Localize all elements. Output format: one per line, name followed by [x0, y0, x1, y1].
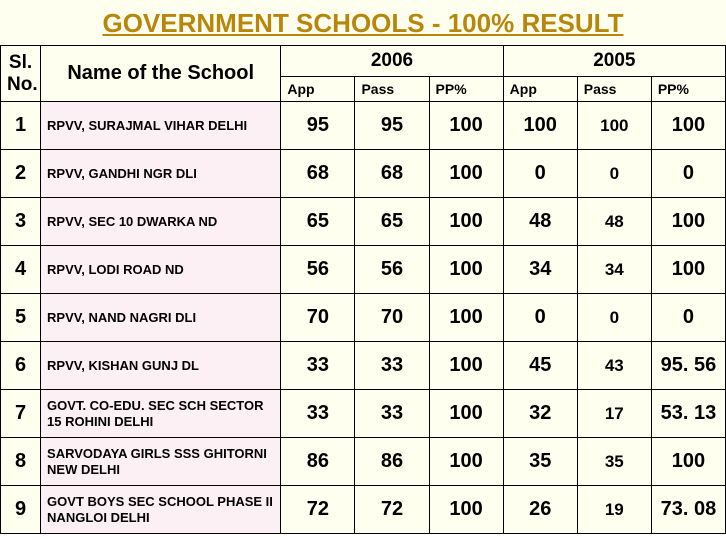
results-table: Sl. No. Name of the School 2006 2005 App… [0, 45, 726, 534]
data-cell: 100 [429, 438, 503, 486]
data-cell: 0 [577, 294, 651, 342]
col-header-name: Name of the School [41, 46, 281, 102]
table-row: 4RPVV, LODI ROAD ND56561003434100 [1, 246, 726, 294]
data-cell: 53. 13 [651, 390, 725, 438]
table-row: 6RPVV, KISHAN GUNJ DL3333100454395. 56 [1, 342, 726, 390]
table-row: 5RPVV, NAND NAGRI DLI7070100000 [1, 294, 726, 342]
data-cell: 100 [429, 198, 503, 246]
table-row: 9GOVT BOYS SEC SCHOOL PHASE II NANGLOI D… [1, 486, 726, 534]
subheader-pass-2006: Pass [355, 77, 429, 102]
data-cell: 70 [281, 294, 355, 342]
data-cell: 100 [429, 342, 503, 390]
data-cell: 33 [281, 390, 355, 438]
data-cell: 65 [281, 198, 355, 246]
data-cell: 33 [281, 342, 355, 390]
data-cell: 68 [281, 150, 355, 198]
sl-cell: 3 [1, 198, 41, 246]
data-cell: 0 [651, 294, 725, 342]
data-cell: 19 [577, 486, 651, 534]
sl-cell: 1 [1, 102, 41, 150]
data-cell: 0 [503, 150, 577, 198]
data-cell: 68 [355, 150, 429, 198]
data-cell: 48 [577, 198, 651, 246]
data-cell: 0 [503, 294, 577, 342]
data-cell: 35 [577, 438, 651, 486]
data-cell: 33 [355, 342, 429, 390]
data-cell: 17 [577, 390, 651, 438]
name-cell: RPVV, KISHAN GUNJ DL [41, 342, 281, 390]
table-row: 3RPVV, SEC 10 DWARKA ND65651004848100 [1, 198, 726, 246]
col-header-sl: Sl. No. [1, 46, 41, 102]
data-cell: 100 [651, 438, 725, 486]
subheader-app-2006: App [281, 77, 355, 102]
data-cell: 33 [355, 390, 429, 438]
table-row: 7GOVT. CO-EDU. SEC SCH SECTOR 15 ROHINI … [1, 390, 726, 438]
data-cell: 100 [429, 390, 503, 438]
data-cell: 100 [651, 198, 725, 246]
page-title: GOVERNMENT SCHOOLS - 100% RESULT [0, 0, 726, 45]
data-cell: 0 [577, 150, 651, 198]
data-cell: 86 [355, 438, 429, 486]
subheader-pp-2005: PP% [651, 77, 725, 102]
data-cell: 45 [503, 342, 577, 390]
table-row: 1RPVV, SURAJMAL VIHAR DELHI9595100100100… [1, 102, 726, 150]
table-row: 8SARVODAYA GIRLS SSS GHITORNI NEW DELHI8… [1, 438, 726, 486]
data-cell: 70 [355, 294, 429, 342]
data-cell: 32 [503, 390, 577, 438]
name-cell: RPVV, LODI ROAD ND [41, 246, 281, 294]
name-cell: SARVODAYA GIRLS SSS GHITORNI NEW DELHI [41, 438, 281, 486]
name-cell: GOVT BOYS SEC SCHOOL PHASE II NANGLOI DE… [41, 486, 281, 534]
data-cell: 34 [503, 246, 577, 294]
data-cell: 100 [429, 246, 503, 294]
data-cell: 26 [503, 486, 577, 534]
data-cell: 73. 08 [651, 486, 725, 534]
subheader-app-2005: App [503, 77, 577, 102]
name-cell: RPVV, GANDHI NGR DLI [41, 150, 281, 198]
subheader-pass-2005: Pass [577, 77, 651, 102]
sl-cell: 5 [1, 294, 41, 342]
data-cell: 100 [429, 486, 503, 534]
subheader-pp-2006: PP% [429, 77, 503, 102]
sl-cell: 4 [1, 246, 41, 294]
data-cell: 0 [651, 150, 725, 198]
data-cell: 35 [503, 438, 577, 486]
data-cell: 95 [281, 102, 355, 150]
data-cell: 100 [429, 150, 503, 198]
col-header-year2: 2005 [503, 46, 725, 77]
data-cell: 100 [429, 102, 503, 150]
data-cell: 100 [503, 102, 577, 150]
sl-cell: 8 [1, 438, 41, 486]
data-cell: 72 [355, 486, 429, 534]
data-cell: 100 [651, 246, 725, 294]
table-row: 2RPVV, GANDHI NGR DLI6868100000 [1, 150, 726, 198]
data-cell: 72 [281, 486, 355, 534]
data-cell: 56 [355, 246, 429, 294]
data-cell: 100 [429, 294, 503, 342]
data-cell: 34 [577, 246, 651, 294]
col-header-year1: 2006 [281, 46, 503, 77]
data-cell: 56 [281, 246, 355, 294]
sl-cell: 7 [1, 390, 41, 438]
name-cell: RPVV, NAND NAGRI DLI [41, 294, 281, 342]
data-cell: 95 [355, 102, 429, 150]
data-cell: 43 [577, 342, 651, 390]
data-cell: 100 [577, 102, 651, 150]
data-cell: 86 [281, 438, 355, 486]
data-cell: 65 [355, 198, 429, 246]
name-cell: RPVV, SEC 10 DWARKA ND [41, 198, 281, 246]
name-cell: RPVV, SURAJMAL VIHAR DELHI [41, 102, 281, 150]
data-cell: 100 [651, 102, 725, 150]
sl-cell: 6 [1, 342, 41, 390]
data-cell: 48 [503, 198, 577, 246]
name-cell: GOVT. CO-EDU. SEC SCH SECTOR 15 ROHINI D… [41, 390, 281, 438]
sl-cell: 9 [1, 486, 41, 534]
sl-cell: 2 [1, 150, 41, 198]
data-cell: 95. 56 [651, 342, 725, 390]
